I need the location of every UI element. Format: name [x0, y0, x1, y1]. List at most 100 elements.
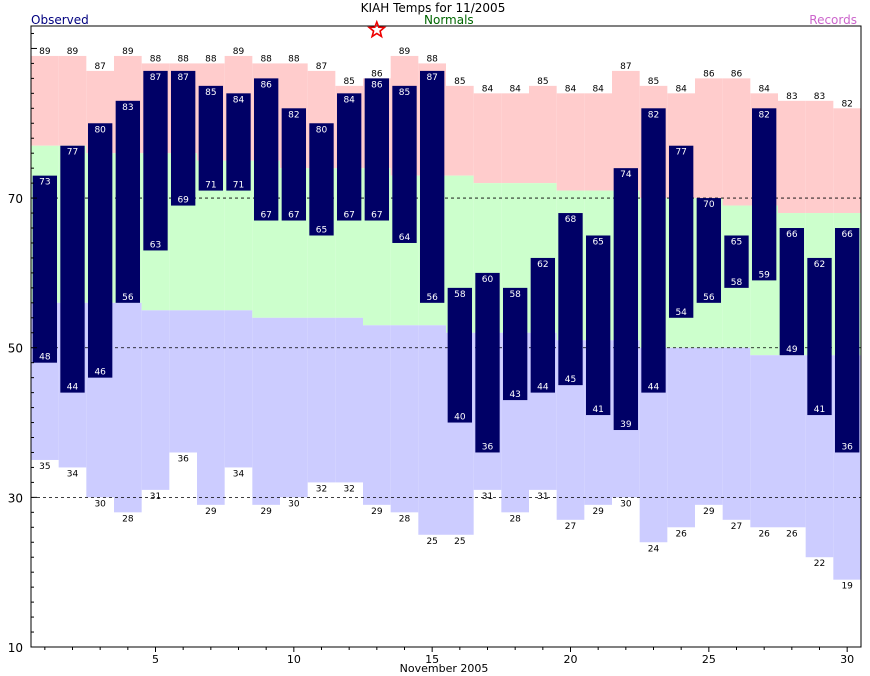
record-low-band: [667, 347, 695, 528]
observed-low-label: 39: [620, 420, 632, 430]
record-high-label: 87: [620, 62, 631, 72]
record-low-label: 32: [343, 484, 354, 494]
observed-high-label: 84: [233, 95, 245, 105]
record-low-band: [252, 317, 280, 505]
record-low-band: [141, 310, 170, 490]
record-low-label: 25: [426, 537, 437, 547]
observed-bar: [751, 108, 777, 281]
observed-bar: [779, 228, 805, 356]
observed-high-label: 65: [592, 237, 603, 247]
observed-high-label: 70: [703, 200, 715, 210]
observed-bar: [60, 145, 85, 393]
record-low-band: [418, 325, 446, 535]
record-high-label: 84: [675, 84, 687, 94]
record-low-label: 28: [509, 514, 521, 524]
record-high-label: 86: [731, 69, 743, 79]
record-low-label: 27: [565, 522, 576, 532]
record-high-label: 84: [565, 84, 577, 94]
observed-bar: [336, 93, 362, 221]
record-high-label: 84: [509, 84, 521, 94]
record-low-band: [169, 310, 197, 453]
record-high-label: 89: [67, 47, 79, 57]
record-low-band: [390, 325, 419, 513]
x-tick-label: 20: [564, 653, 578, 666]
record-high-label: 89: [399, 47, 411, 57]
record-low-label: 34: [67, 469, 79, 479]
record-high-label: 83: [786, 92, 797, 102]
observed-low-label: 49: [786, 345, 798, 355]
observed-bar: [170, 70, 196, 206]
observed-low-label: 36: [482, 442, 494, 452]
observed-bar: [447, 287, 473, 423]
observed-bar: [392, 85, 417, 243]
y-tick-label: 30: [8, 491, 23, 505]
observed-high-label: 58: [509, 290, 521, 300]
observed-high-label: 82: [288, 110, 299, 120]
legend-normals: Normals: [424, 13, 474, 27]
observed-bar: [309, 123, 334, 236]
observed-high-label: 82: [758, 110, 769, 120]
observed-low-label: 44: [67, 383, 79, 393]
record-low-label: 26: [675, 529, 687, 539]
observed-low-label: 67: [343, 211, 354, 221]
record-low-label: 28: [122, 514, 134, 524]
record-high-band: [446, 85, 474, 176]
record-low-label: 29: [260, 507, 272, 517]
record-high-band: [833, 108, 861, 214]
record-high-label: 88: [288, 54, 300, 64]
record-low-label: 30: [620, 499, 632, 509]
observed-high-label: 83: [122, 103, 133, 113]
observed-high-label: 77: [67, 148, 78, 158]
observed-high-label: 87: [150, 73, 161, 83]
record-high-label: 89: [233, 47, 245, 57]
record-low-label: 29: [592, 507, 604, 517]
record-low-label: 31: [150, 492, 161, 502]
observed-bar: [253, 78, 279, 221]
observed-high-label: 66: [786, 230, 798, 240]
gridlines: [31, 197, 861, 498]
observed-low-label: 67: [371, 211, 382, 221]
observed-bar: [834, 228, 860, 453]
record-low-label: 26: [786, 529, 798, 539]
observed-bar: [558, 213, 583, 386]
observed-low-label: 71: [205, 181, 216, 191]
observed-high-label: 77: [675, 148, 686, 158]
record-high-label: 89: [39, 47, 51, 57]
observed-high-label: 86: [260, 80, 272, 90]
record-high-label: 88: [426, 54, 438, 64]
observed-bar: [226, 93, 251, 191]
record-high-band: [529, 85, 557, 184]
observed-bar: [115, 100, 141, 303]
observed-bar: [807, 257, 832, 416]
observed-high-label: 85: [205, 88, 216, 98]
observed-low-label: 44: [537, 383, 549, 393]
observed-high-label: 84: [343, 95, 355, 105]
record-high-band: [695, 78, 723, 199]
record-star-shape: [367, 19, 387, 39]
observed-high-label: 68: [565, 215, 577, 225]
y-tick-label: 10: [8, 641, 23, 655]
record-high-label: 89: [122, 47, 134, 57]
observed-high-label: 58: [454, 290, 466, 300]
observed-low-label: 41: [814, 405, 825, 415]
observed-high-label: 87: [177, 73, 188, 83]
observed-low-label: 63: [150, 240, 161, 250]
observed-high-label: 62: [814, 260, 825, 270]
record-low-label: 35: [39, 462, 50, 472]
observed-low-label: 43: [509, 390, 520, 400]
record-high-label: 88: [177, 54, 189, 64]
observed-bar: [281, 108, 307, 221]
observed-high-label: 62: [537, 260, 548, 270]
record-low-label: 30: [288, 499, 300, 509]
record-high-band: [31, 55, 59, 146]
observed-high-label: 73: [39, 178, 50, 188]
axes: 5 10 15 20 25 30 10 30 50 70: [8, 32, 854, 666]
observed-bar: [32, 175, 58, 363]
observed-high-label: 86: [371, 80, 383, 90]
record-high-label: 85: [648, 77, 659, 87]
observed-high-label: 80: [316, 125, 328, 135]
observed-bar: [87, 123, 113, 378]
observed-bar: [364, 78, 390, 221]
observed-low-label: 67: [260, 211, 271, 221]
